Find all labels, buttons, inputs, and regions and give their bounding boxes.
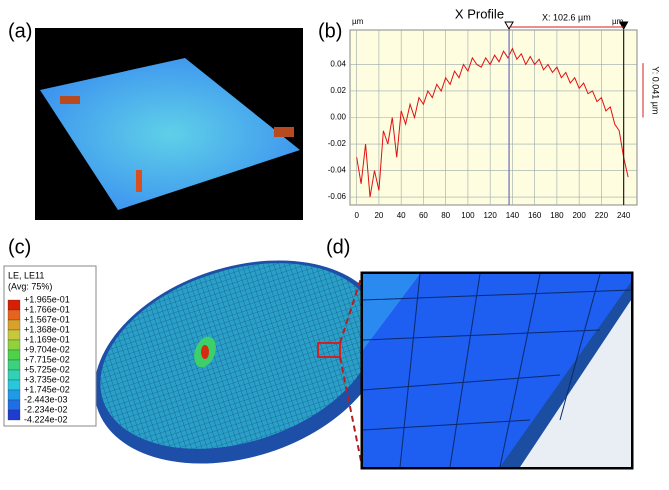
x-tick-label: 60 [419, 211, 428, 220]
y-tick-label: -0.02 [328, 139, 347, 148]
y-tick-label: -0.06 [328, 192, 347, 201]
legend-swatch [8, 410, 20, 420]
x-tick-label: 160 [528, 211, 542, 220]
legend-swatch [8, 400, 20, 410]
panel-label: (c) [8, 236, 31, 258]
legend-label: +1.766e-01 [24, 304, 70, 314]
cursor-marker [505, 22, 513, 29]
x-tick-label: 80 [441, 211, 450, 220]
x-tick-label: 20 [374, 211, 383, 220]
chart-title: X Profile [455, 6, 504, 21]
annotation: Y: 0.041 µm [651, 66, 661, 114]
legend-label: +9.704e-02 [24, 344, 70, 354]
panel-label: (a) [8, 20, 32, 42]
x-tick-label: 0 [354, 211, 359, 220]
y-tick-label: -0.04 [328, 166, 347, 175]
x-tick-label: 180 [550, 211, 564, 220]
x-tick-label: 240 [617, 211, 631, 220]
x-tick-label: 40 [397, 211, 406, 220]
panel-d [362, 273, 632, 468]
y-unit: µm [352, 17, 364, 26]
page: {"panel_labels": ["(a)", "(b)", "(c)", "… [0, 0, 669, 485]
legend-label: -2.234e-02 [24, 404, 68, 414]
x-tick-label: 140 [506, 211, 520, 220]
legend-swatch [8, 360, 20, 370]
figure: (a) (b) (c) (d) LE, LE11(Avg: 75%) +1.965… [0, 0, 669, 485]
legend-label: +1.368e-01 [24, 324, 70, 334]
y-tick-label: 0.00 [330, 113, 346, 122]
x-tick-label: 120 [483, 211, 497, 220]
y-tick-label: 0.04 [330, 60, 346, 69]
legend-swatch [8, 390, 20, 400]
legend-label: -4.224e-02 [24, 414, 68, 424]
legend-label: +1.745e-02 [24, 384, 70, 394]
legend-subtitle: (Avg: 75%) [8, 281, 52, 291]
legend-label: +1.567e-01 [24, 314, 70, 324]
legend-label: +1.169e-01 [24, 334, 70, 344]
panel-label: (d) [326, 236, 350, 258]
legend-swatch [8, 330, 20, 340]
legend-swatch [8, 340, 20, 350]
legend-swatch [8, 320, 20, 330]
panel-label: (b) [318, 20, 342, 42]
legend-label: +5.725e-02 [24, 364, 70, 374]
x-tick-label: 220 [595, 211, 609, 220]
legend-swatch [8, 370, 20, 380]
legend-title: LE, LE11 [8, 270, 44, 280]
annotation: X: 102.6 µm [542, 12, 591, 22]
legend-swatch [8, 350, 20, 360]
legend-swatch [8, 380, 20, 390]
y-tick-label: 0.02 [330, 86, 346, 95]
legend-label: +3.735e-02 [24, 374, 70, 384]
legend-label: +1.965e-01 [24, 294, 70, 304]
legend-swatch [8, 300, 20, 310]
panel-a [35, 28, 303, 220]
x-unit: µm [612, 17, 624, 26]
legend-label: +7.715e-02 [24, 354, 70, 364]
legend-swatch [8, 310, 20, 320]
legend-label: -2.443e-03 [24, 394, 68, 404]
x-tick-label: 200 [572, 211, 586, 220]
x-tick-label: 100 [461, 211, 475, 220]
